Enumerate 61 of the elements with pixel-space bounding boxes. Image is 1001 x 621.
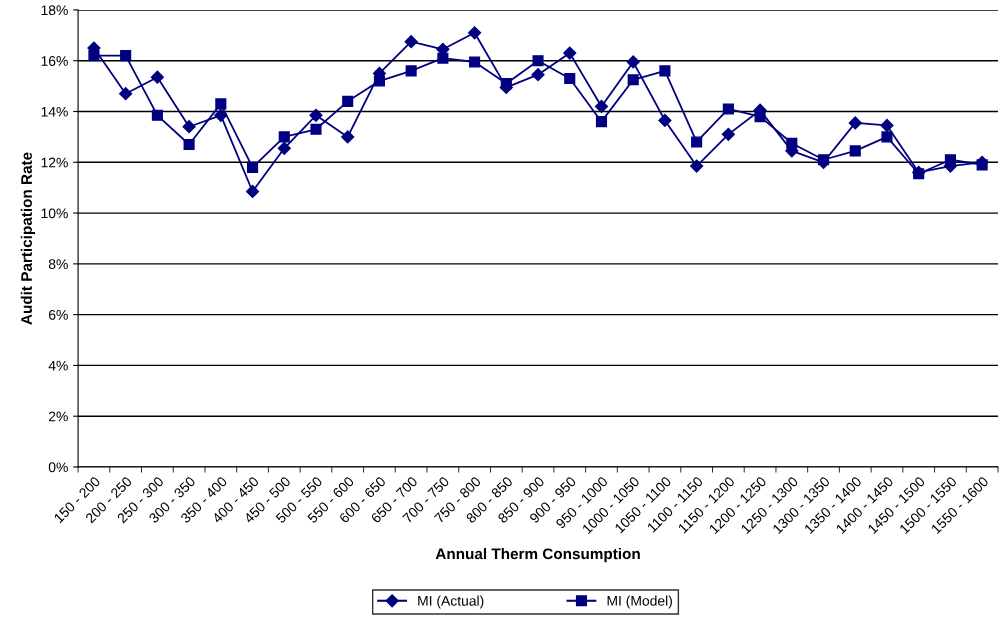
point: [309, 108, 323, 122]
point: [848, 116, 862, 130]
point: [404, 35, 418, 49]
point: [626, 55, 640, 69]
point: [119, 87, 133, 101]
point: [976, 159, 988, 171]
point: [437, 52, 449, 64]
point: [944, 154, 956, 166]
point: [277, 141, 291, 155]
point: [594, 99, 609, 114]
point: [500, 78, 512, 90]
y-tick-label: 4%: [48, 360, 68, 371]
point: [88, 50, 100, 62]
point: [754, 111, 766, 123]
y-tick-label: 6%: [48, 309, 68, 320]
x-axis-title: Annual Therm Consumption: [435, 548, 640, 563]
y-tick-label: 14%: [41, 106, 68, 117]
y-axis-title: Audit Participation Rate: [20, 152, 35, 325]
y-tick-label: 18%: [41, 5, 68, 16]
point: [564, 72, 576, 85]
point: [120, 50, 132, 62]
point: [786, 137, 798, 149]
legend-label: MI (Model): [607, 595, 672, 609]
point: [691, 136, 703, 148]
point: [849, 145, 861, 157]
y-tick-label: 8%: [48, 259, 68, 270]
point: [183, 138, 195, 151]
point: [341, 130, 355, 144]
legend-label: MI (Actual): [418, 595, 484, 609]
point: [722, 103, 734, 115]
point: [215, 98, 227, 110]
point: [913, 168, 925, 180]
point: [310, 123, 322, 135]
point: [278, 131, 290, 143]
point: [182, 120, 196, 134]
point: [342, 95, 354, 107]
y-tick-label: 16%: [41, 56, 68, 66]
point: [721, 127, 735, 141]
point: [532, 55, 544, 67]
point: [468, 26, 482, 40]
point: [563, 46, 577, 60]
y-tick-label: 0%: [48, 462, 68, 473]
point: [405, 65, 417, 77]
point: [214, 108, 228, 122]
point: [531, 68, 545, 82]
point: [151, 109, 163, 121]
point: [881, 131, 893, 143]
point: [690, 159, 704, 173]
y-tick-label: 12%: [41, 157, 68, 168]
point: [627, 74, 639, 86]
point: [373, 75, 385, 87]
point: [245, 184, 260, 199]
point: [246, 161, 259, 173]
y-tick-label: 2%: [48, 411, 68, 422]
point: [150, 70, 164, 84]
point: [658, 113, 672, 127]
point: [880, 118, 894, 133]
point: [595, 116, 608, 128]
point: [469, 56, 481, 68]
y-tick-label: 10%: [41, 208, 68, 219]
point: [659, 65, 671, 77]
